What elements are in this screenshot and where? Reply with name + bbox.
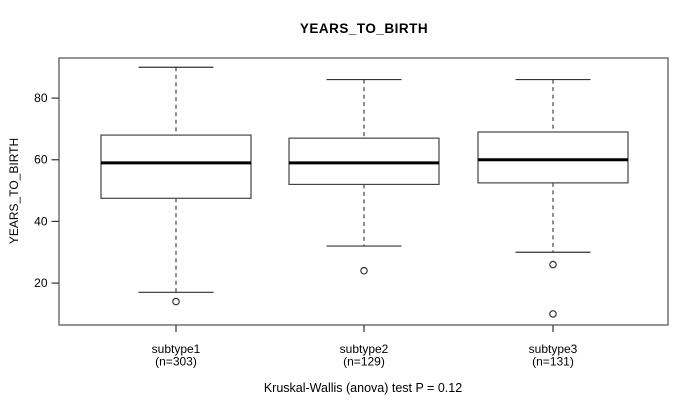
iqr-box: [288, 137, 440, 186]
boxplot-subtype1: [100, 66, 252, 306]
group-count-label: (n=303): [155, 355, 197, 369]
outlier-point: [549, 260, 557, 269]
group-count-label: (n=131): [532, 355, 574, 369]
group-label: subtype3: [529, 342, 578, 356]
iqr-box: [477, 131, 629, 184]
group-label: subtype2: [340, 342, 389, 356]
y-axis: 20 40 60 80: [34, 91, 59, 290]
boxplot-subtype3: [477, 78, 629, 318]
group-label: subtype1: [152, 342, 201, 356]
boxplot-subtype2: [288, 78, 440, 275]
group-count-label: (n=129): [343, 355, 385, 369]
iqr-box: [100, 134, 252, 199]
chart-title: YEARS_TO_BIRTH: [300, 21, 428, 36]
outlier-point: [172, 297, 180, 306]
y-axis-label: YEARS_TO_BIRTH: [7, 138, 21, 244]
boxplots: [100, 66, 629, 318]
outlier-point: [549, 310, 557, 318]
y-tick-label: 40: [34, 214, 48, 228]
outlier-point: [360, 266, 368, 275]
kruskal-wallis-caption: Kruskal-Wallis (anova) test P = 0.12: [264, 381, 462, 395]
y-tick-label: 80: [34, 91, 48, 105]
y-tick-label: 20: [34, 276, 48, 290]
y-tick-label: 60: [34, 153, 48, 167]
x-axis: subtype1(n=303) subtype2(n=129) subtype3(n…: [152, 325, 578, 369]
